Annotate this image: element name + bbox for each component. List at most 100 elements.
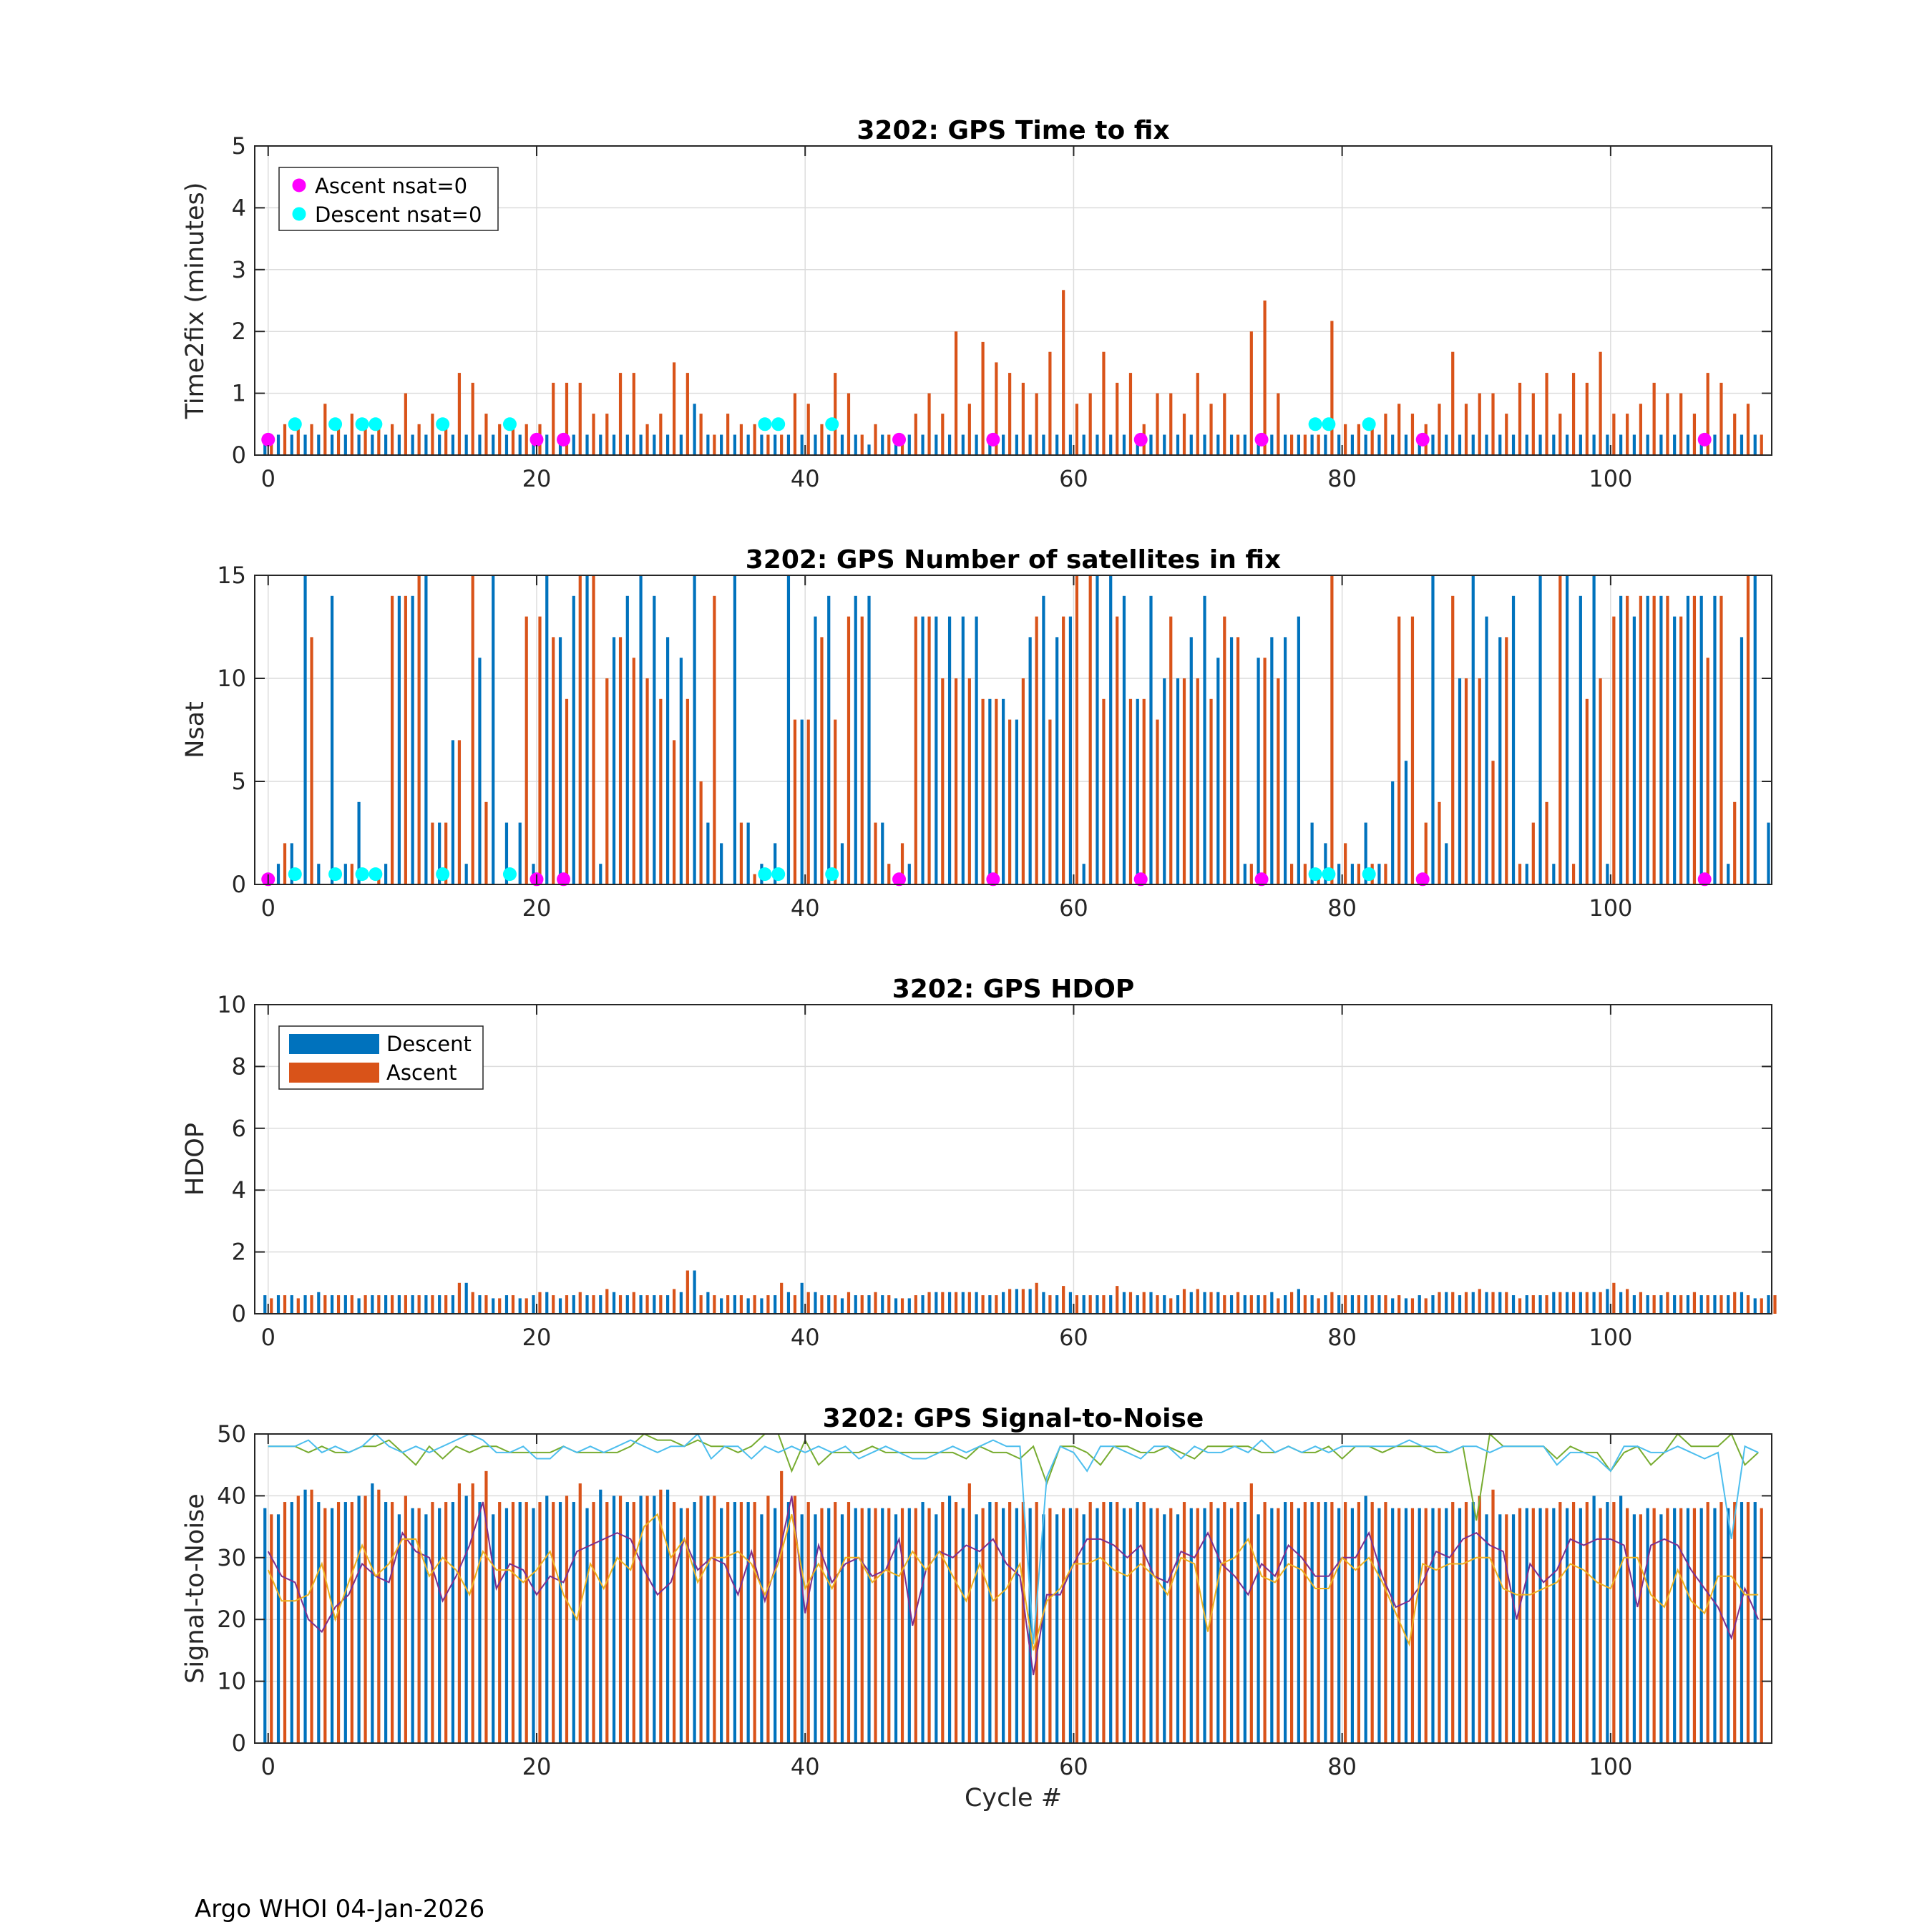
bar-descent xyxy=(1740,1502,1744,1743)
bar-descent xyxy=(706,1292,710,1314)
bar-ascent xyxy=(1048,1508,1052,1743)
bar-ascent xyxy=(1545,373,1548,455)
bar-ascent xyxy=(1746,575,1750,884)
bar-descent xyxy=(532,1295,535,1314)
bar-descent xyxy=(612,434,616,455)
bar-ascent xyxy=(525,1502,528,1743)
bar-descent xyxy=(800,1514,804,1743)
bar-descent xyxy=(1632,1514,1636,1743)
bar-descent xyxy=(867,444,871,455)
bar-descent xyxy=(1042,434,1045,455)
bar-descent xyxy=(585,1295,589,1314)
bar-descent xyxy=(276,1514,280,1743)
bar-descent xyxy=(397,1295,401,1314)
bar-ascent xyxy=(296,1298,300,1314)
bar-series-ascent xyxy=(270,575,1750,884)
bar-descent xyxy=(814,616,817,884)
bar-ascent xyxy=(1558,1292,1562,1314)
x-tick-label: 60 xyxy=(1059,465,1088,492)
marker-ascent-nsat0 xyxy=(557,432,571,447)
bar-ascent xyxy=(1692,414,1697,455)
bar-ascent xyxy=(1599,678,1602,884)
bar-descent xyxy=(1350,434,1355,455)
bar-ascent xyxy=(1410,616,1415,884)
bar-descent xyxy=(786,575,791,884)
bar-descent xyxy=(1552,434,1556,455)
bar-ascent xyxy=(1464,1502,1468,1743)
bar-ascent xyxy=(793,393,797,455)
bar-ascent xyxy=(927,1508,931,1743)
bar-ascent xyxy=(592,1502,595,1743)
bar-descent xyxy=(263,1295,267,1314)
bar-ascent xyxy=(820,424,824,455)
bar-ascent xyxy=(887,1295,891,1314)
bar-descent xyxy=(720,434,723,455)
bar-descent xyxy=(854,595,857,884)
bar-ascent xyxy=(1410,1298,1415,1314)
bar-descent xyxy=(438,1295,441,1314)
bar-ascent xyxy=(659,414,663,455)
bar-descent xyxy=(1632,434,1636,455)
bar-descent xyxy=(1310,1295,1314,1314)
bar-ascent xyxy=(1317,1298,1320,1314)
chart-title: 3202: GPS HDOP xyxy=(892,975,1135,1004)
bar-descent xyxy=(1753,575,1757,884)
bar-descent xyxy=(1337,1295,1341,1314)
bar-ascent xyxy=(941,678,945,884)
bar-ascent xyxy=(793,719,797,884)
bar-descent xyxy=(545,1496,549,1743)
bar-ascent xyxy=(1652,595,1656,884)
bar-descent xyxy=(438,822,441,884)
bar-descent xyxy=(706,434,710,455)
bar-descent xyxy=(1699,1508,1703,1743)
x-tick-label: 20 xyxy=(522,894,552,922)
bar-ascent xyxy=(1639,1514,1642,1743)
marker-descent-nsat0 xyxy=(355,417,369,431)
bar-ascent xyxy=(1088,1502,1092,1743)
marker-descent-nsat0 xyxy=(502,417,517,431)
bar-descent xyxy=(1284,1502,1287,1743)
bar-ascent xyxy=(1370,1502,1374,1743)
bar-ascent xyxy=(310,424,313,455)
bar-ascent xyxy=(1531,393,1535,455)
bar-ascent xyxy=(1330,1502,1334,1743)
marker-ascent-nsat0 xyxy=(1254,872,1269,887)
bar-descent xyxy=(1350,864,1355,884)
bar-ascent xyxy=(1719,382,1723,455)
bar-ascent xyxy=(1330,321,1334,455)
bar-descent xyxy=(1538,1295,1542,1314)
bar-ascent xyxy=(1128,1508,1133,1743)
bar-ascent xyxy=(391,424,394,455)
bar-ascent xyxy=(780,434,784,455)
series-line-4 xyxy=(267,1513,1759,1651)
bar-descent xyxy=(1176,1514,1180,1743)
bar-ascent xyxy=(927,616,931,884)
bar-descent xyxy=(947,1496,952,1743)
bar-descent xyxy=(1149,434,1153,455)
bar-ascent xyxy=(1035,616,1038,884)
bar-descent xyxy=(1203,595,1206,884)
bar-descent xyxy=(1753,1502,1757,1743)
bar-ascent xyxy=(1384,1502,1387,1743)
bar-descent xyxy=(317,1502,321,1743)
bar-ascent xyxy=(659,1295,663,1314)
bar-ascent xyxy=(1666,1292,1669,1314)
bar-series-descent xyxy=(263,1483,1757,1743)
bar-descent xyxy=(1243,1502,1246,1743)
bar-descent xyxy=(1270,1292,1274,1314)
bar-ascent xyxy=(1478,1289,1481,1314)
bar-ascent xyxy=(1142,1502,1146,1743)
legend-marker xyxy=(292,207,306,221)
bar-descent xyxy=(720,1298,723,1314)
bar-descent xyxy=(975,434,978,455)
bar-descent xyxy=(357,1496,361,1743)
bar-descent xyxy=(733,434,736,455)
bar-ascent xyxy=(1733,801,1737,884)
bar-descent xyxy=(1189,637,1193,884)
bar-ascent xyxy=(672,362,676,455)
bar-ascent xyxy=(431,822,434,884)
bar-descent xyxy=(1727,434,1730,455)
bar-descent xyxy=(1109,434,1113,455)
bar-descent xyxy=(1511,1514,1516,1743)
